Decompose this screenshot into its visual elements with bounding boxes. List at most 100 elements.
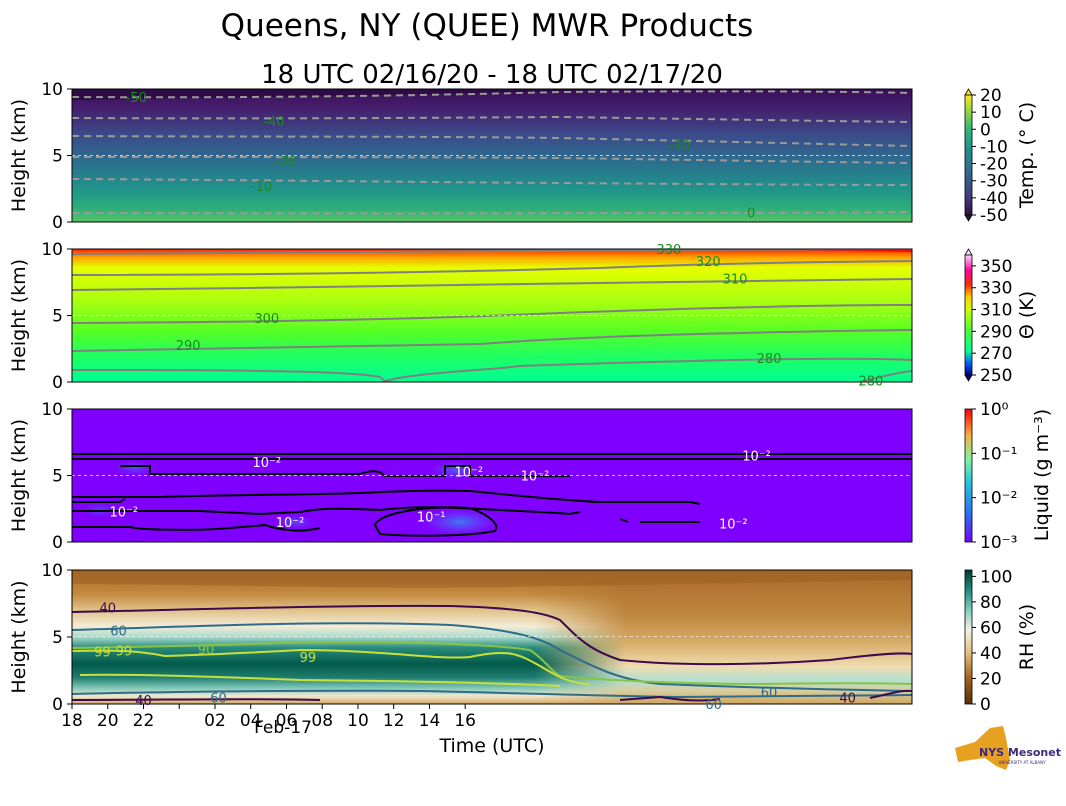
temperature-colorbar-label: Temp. (° C) (1016, 102, 1038, 209)
x-tick-label: 10 (347, 711, 369, 731)
theta-colorbar-label: Θ (K) (1016, 291, 1038, 339)
contour-label: 60 (210, 691, 227, 706)
colorbar-tick-label: 40 (980, 644, 1002, 664)
y-tick-label: 0 (52, 533, 63, 553)
contour-label: 10⁻² (521, 470, 550, 485)
contour-label: 10⁻² (252, 456, 281, 471)
logo-subtext: UNIVERSITY AT ALBANY (998, 760, 1046, 765)
contour-label: 0 (747, 207, 755, 222)
contour-label: 10⁻² (454, 466, 483, 481)
y-tick-label: 10 (41, 240, 63, 260)
contour-label: 320 (696, 255, 721, 270)
colorbar-tick-label: 60 (980, 618, 1002, 638)
contour-label: -20 (276, 155, 297, 170)
x-tick-label: 16 (454, 711, 476, 731)
contour-label: 40 (135, 694, 152, 709)
contour-label: 99 (94, 646, 111, 661)
colorbar-tick-label: 270 (980, 344, 1012, 364)
colorbar-tick-label: 0 (980, 695, 991, 715)
colorbar-tick-label: 10⁻² (980, 489, 1017, 509)
x-tick-label: 20 (97, 711, 119, 731)
colorbar-tick-label: -50 (980, 206, 1008, 226)
x-tick-label: 06 (276, 711, 298, 731)
contour-label: 99 (300, 651, 317, 666)
contour-label: 330 (657, 243, 682, 258)
colorbar-tick-label: 20 (980, 669, 1002, 689)
y-tick-label: 5 (52, 307, 63, 327)
x-tick-label: 08 (311, 711, 333, 731)
liquid-panel: 10⁻² 10⁻² 10⁻² 10⁻² 10⁻² 10⁻² 10⁻¹ 10⁻² 0 5 10 Hei… (8, 400, 913, 553)
contour-label: 40 (99, 602, 116, 617)
contour-label: 280 (858, 375, 883, 390)
y-tick-label: 10 (41, 80, 63, 100)
rh-colorbar-label: RH (%) (1016, 604, 1038, 670)
y-tick-label: 0 (52, 373, 63, 393)
x-tick-label: 14 (419, 711, 441, 731)
contour-label: 290 (176, 339, 201, 354)
y-tick-label: 0 (52, 213, 63, 233)
y-tick-label: 0 (52, 695, 63, 715)
colorbar-tick-label: -40 (980, 189, 1008, 209)
colorbar-tick-label: 0 (980, 120, 991, 140)
y-tick-label: 10 (41, 561, 63, 581)
contour-label: -30 (669, 139, 690, 154)
y-tick-label: 5 (52, 147, 63, 167)
contour-label: -50 (126, 91, 147, 106)
liquid-colorbar: 10⁰ 10⁻¹ 10⁻² 10⁻³ Liquid (g m⁻³) (964, 400, 1053, 553)
temperature-panel: -50 -40 -30 -20 -10 0 0 5 10 Height (km) (8, 80, 913, 233)
figure-subtitle: 18 UTC 02/16/20 - 18 UTC 02/17/20 (261, 60, 723, 90)
contour-label: 90 (198, 643, 215, 658)
y-axis-label: Height (km) (8, 99, 30, 212)
contour-label: 40 (839, 691, 856, 706)
colorbar-tick-label: -30 (980, 172, 1008, 192)
y-tick-label: 5 (52, 628, 63, 648)
contour-label: 99 (116, 644, 133, 659)
colorbar-tick-label: 20 (980, 86, 1002, 106)
x-axis-label: Time (UTC) (438, 735, 544, 757)
rh-colorbar: 100 80 60 40 20 0 RH (%) (964, 567, 1038, 715)
colorbar-tick-label: 10⁻¹ (980, 444, 1017, 464)
colorbar-tick-label: 100 (980, 567, 1012, 587)
colorbar-tick-label: 80 (980, 593, 1002, 613)
colorbar-tick-label: 310 (980, 301, 1012, 321)
contour-label: 60 (110, 624, 127, 639)
x-tick-label: 02 (204, 711, 226, 731)
contour-label: 10⁻² (110, 505, 139, 520)
x-tick-label: 18 (61, 711, 83, 731)
y-tick-label: 5 (52, 467, 63, 487)
x-tick-label: 12 (383, 711, 405, 731)
nys-mesonet-logo: NYS Mesonet UNIVERSITY AT ALBANY (955, 726, 1061, 770)
colorbar-tick-label: 290 (980, 322, 1012, 342)
contour-label: 60 (705, 698, 722, 713)
colorbar-tick-label: -20 (980, 155, 1008, 175)
contour-label: 310 (723, 272, 748, 287)
contour-label: -40 (263, 115, 284, 130)
contour-label: 10⁻² (742, 450, 771, 465)
contour-label: 10⁻¹ (417, 511, 446, 526)
contour-label: 10⁻² (276, 516, 305, 531)
y-axis-label: Height (km) (8, 259, 30, 372)
figure-title: Queens, NY (QUEE) MWR Products (221, 8, 754, 44)
x-tick-label: 04 (240, 711, 262, 731)
colorbar-tick-label: 250 (980, 366, 1012, 386)
colorbar-tick-label: 10 (980, 103, 1002, 123)
date-label: Feb-17 (254, 718, 312, 738)
liquid-colorbar-label: Liquid (g m⁻³) (1031, 409, 1053, 541)
contour-label: -10 (251, 180, 272, 195)
colorbar-tick-label: 350 (980, 257, 1012, 277)
y-tick-label: 10 (41, 400, 63, 420)
contour-label: 10⁻² (719, 517, 748, 532)
logo-text: NYS Mesonet (979, 746, 1061, 759)
colorbar-tick-label: 330 (980, 279, 1012, 299)
y-axis-label: Height (km) (8, 419, 30, 532)
colorbar-tick-label: -10 (980, 137, 1008, 157)
contour-label: 280 (757, 352, 782, 367)
x-tick-label: 22 (133, 711, 155, 731)
colorbar-tick-label: 10⁰ (980, 400, 1009, 420)
contour-label: 60 (761, 686, 778, 701)
y-axis-label: Height (km) (8, 580, 30, 693)
rh-panel: 40 60 99 99 90 99 60 40 60 60 40 0 5 10 Height (km) 1… (8, 561, 913, 731)
